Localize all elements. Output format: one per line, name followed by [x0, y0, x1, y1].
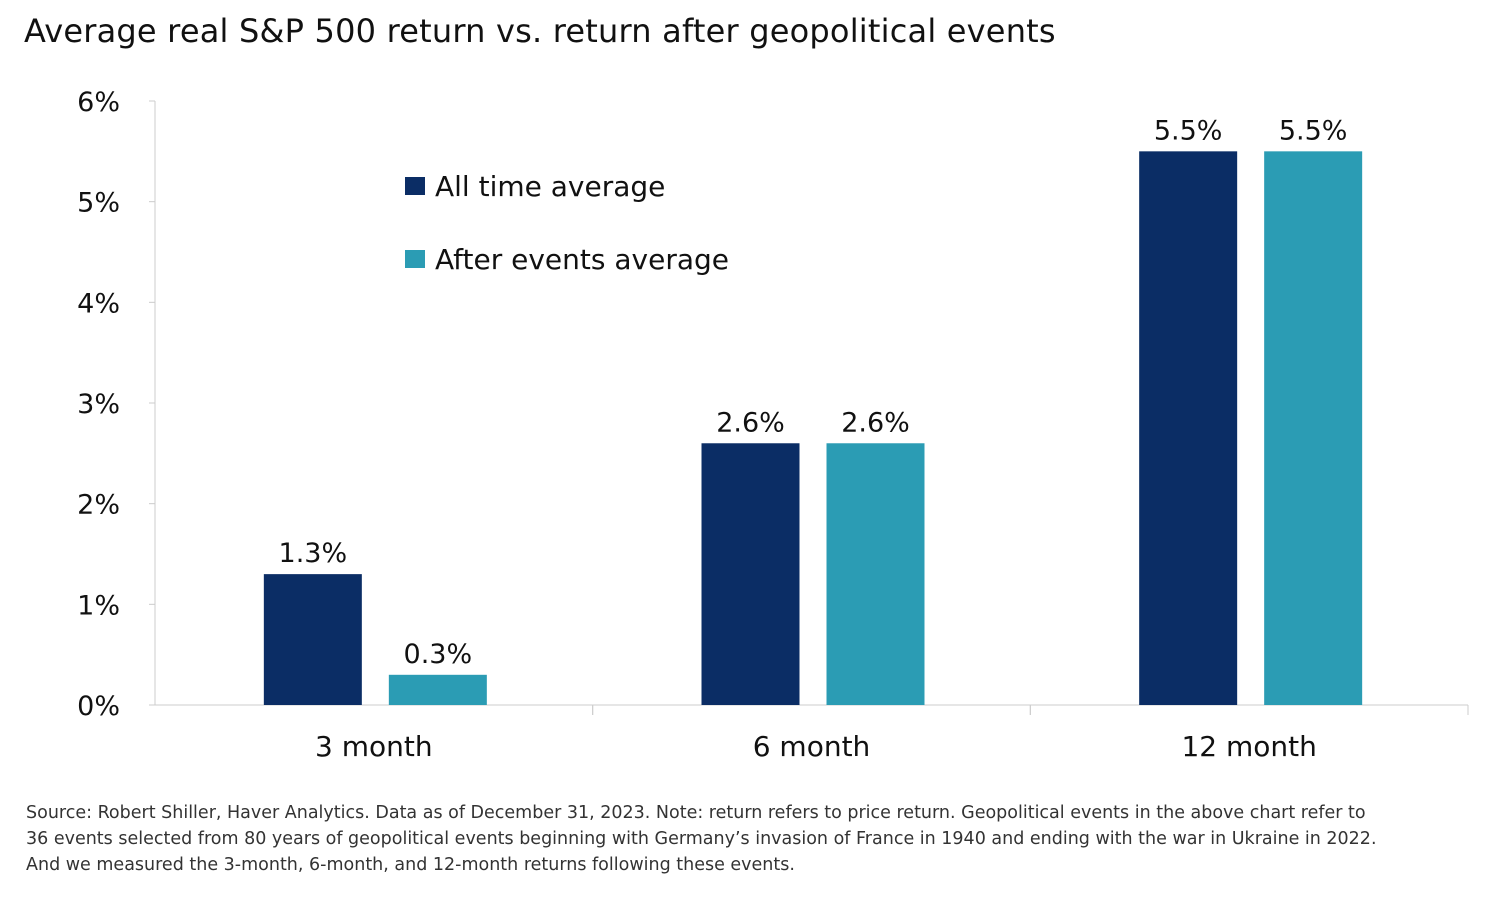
bar — [388, 674, 487, 705]
bar — [263, 574, 362, 705]
data-label: 5.5% — [1279, 115, 1348, 146]
footnote-line: 36 events selected from 80 years of geop… — [26, 829, 1377, 849]
y-tick-label: 1% — [77, 590, 120, 621]
footnote: Source: Robert Shiller, Haver Analytics.… — [26, 800, 1496, 878]
chart-title: Average real S&P 500 return vs. return a… — [24, 12, 1056, 50]
data-label: 2.6% — [716, 407, 785, 438]
data-label: 0.3% — [404, 639, 473, 670]
data-label: 2.6% — [841, 407, 910, 438]
legend-swatch — [405, 177, 425, 195]
bar-chart: 0% 1% 2% 3% 4% 5% 6% 3 month 1.3% 0.3% 6 month 2.6%… — [77, 87, 1469, 763]
bar — [1139, 151, 1238, 706]
x-tick-label: 3 month — [315, 730, 433, 763]
x-tick-label: 12 month — [1181, 730, 1316, 763]
y-tick-label: 0% — [77, 691, 120, 722]
data-label: 5.5% — [1154, 115, 1223, 146]
data-label: 1.3% — [279, 538, 348, 569]
footnote-line: And we measured the 3-month, 6-month, an… — [26, 855, 795, 875]
y-tick-label: 4% — [77, 288, 120, 319]
bar — [826, 443, 925, 705]
y-tick-label: 6% — [77, 87, 120, 118]
y-tick-label: 3% — [77, 389, 120, 420]
bar — [701, 443, 800, 705]
x-tick-label: 6 month — [753, 730, 871, 763]
footnote-line: Source: Robert Shiller, Haver Analytics.… — [26, 803, 1366, 823]
legend-swatch — [405, 250, 425, 268]
bar — [1264, 151, 1363, 706]
y-tick-label: 2% — [77, 490, 120, 521]
legend-label: All time average — [435, 170, 665, 203]
legend-label: After events average — [435, 243, 729, 276]
y-tick-label: 5% — [77, 188, 120, 219]
